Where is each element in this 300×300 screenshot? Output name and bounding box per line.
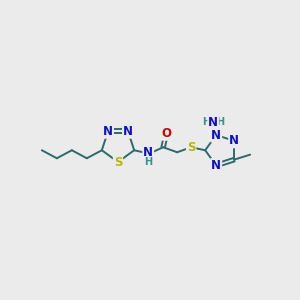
Text: N: N <box>211 128 221 142</box>
Text: S: S <box>187 141 195 154</box>
Text: N: N <box>103 125 113 138</box>
Text: N: N <box>229 134 239 147</box>
Text: H: H <box>144 157 152 167</box>
Text: N: N <box>123 125 133 138</box>
Text: S: S <box>114 155 122 169</box>
Text: N: N <box>208 116 218 128</box>
Text: H: H <box>202 117 210 127</box>
Text: N: N <box>211 159 221 172</box>
Text: H: H <box>216 117 224 127</box>
Text: O: O <box>161 127 171 140</box>
Text: N: N <box>143 146 153 159</box>
